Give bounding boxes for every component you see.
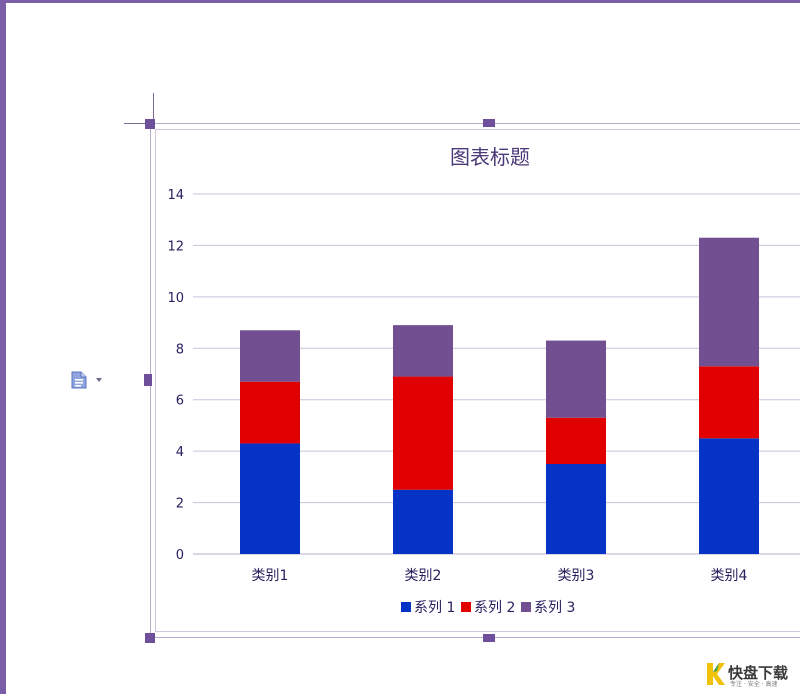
watermark-tagline: 专注 · 安全 · 高速 — [730, 680, 777, 688]
bar-series3-category4 — [699, 237, 759, 367]
window-left-border — [0, 0, 6, 694]
layout-options-icon — [71, 371, 87, 389]
resize-handle-top-left[interactable] — [145, 119, 155, 129]
watermark-logo: 快盘下载 专注 · 安全 · 高速 — [704, 660, 796, 688]
resize-handle-bottom[interactable] — [483, 634, 495, 642]
bar-series3-category2 — [393, 325, 453, 377]
x-category-label: 类别3 — [558, 568, 595, 584]
bar-series3-category1 — [240, 330, 300, 382]
y-tick-label: 8 — [176, 342, 184, 357]
y-axis-ticks: 0 2 4 6 8 10 12 14 — [167, 188, 184, 563]
x-category-label: 类别4 — [711, 568, 748, 584]
chart-area[interactable] — [155, 129, 800, 632]
bar-series1-category4 — [699, 438, 759, 554]
layout-options-button[interactable] — [70, 371, 106, 389]
y-tick-label: 4 — [176, 445, 184, 460]
y-tick-label: 6 — [176, 394, 184, 409]
bar-series2-category3 — [546, 417, 606, 464]
bar-series1-category3 — [546, 464, 606, 554]
bar-series2-category2 — [393, 376, 453, 490]
legend: 系列 1 系列 2 系列 3 — [401, 600, 575, 616]
chart-title: 图表标题 — [450, 145, 530, 169]
watermark-text: 快盘下载 — [728, 664, 788, 682]
resize-handle-top[interactable] — [483, 119, 495, 127]
legend-swatch — [521, 602, 531, 612]
bar-series2-category4 — [699, 366, 759, 439]
x-category-label: 类别2 — [405, 568, 442, 584]
y-tick-label: 2 — [176, 497, 184, 512]
window-top-border — [0, 0, 800, 3]
legend-swatch — [401, 602, 411, 612]
y-tick-label: 10 — [167, 291, 184, 306]
bars — [240, 237, 759, 554]
y-tick-label: 0 — [176, 548, 184, 563]
caret-down-icon[interactable] — [96, 378, 102, 382]
legend-label: 系列 2 — [474, 600, 515, 616]
bar-series1-category1 — [240, 443, 300, 554]
y-tick-label: 14 — [167, 188, 184, 203]
crop-mark-vertical — [153, 93, 154, 124]
bar-series3-category3 — [546, 340, 606, 418]
bar-series2-category1 — [240, 381, 300, 444]
resize-handle-left[interactable] — [144, 374, 152, 386]
resize-handle-bottom-left[interactable] — [145, 633, 155, 643]
x-axis-categories: 类别1 类别2 类别3 类别4 — [252, 568, 748, 584]
x-category-label: 类别1 — [252, 568, 289, 584]
legend-label: 系列 1 — [414, 600, 455, 616]
bar-series1-category2 — [393, 489, 453, 554]
legend-label: 系列 3 — [534, 600, 575, 616]
y-tick-label: 12 — [167, 239, 184, 254]
crop-mark-horizontal — [124, 123, 154, 124]
legend-swatch — [461, 602, 471, 612]
lightning-k-icon — [707, 663, 725, 685]
